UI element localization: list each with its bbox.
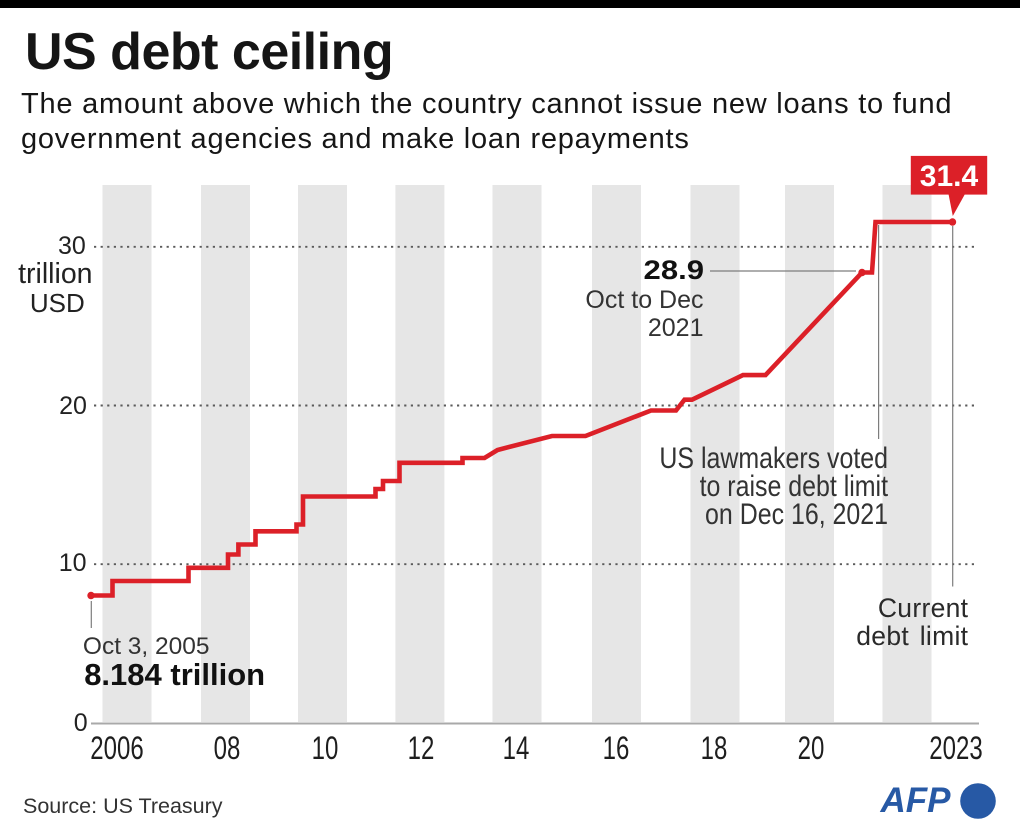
svg-text:31.4: 31.4 — [920, 160, 979, 193]
